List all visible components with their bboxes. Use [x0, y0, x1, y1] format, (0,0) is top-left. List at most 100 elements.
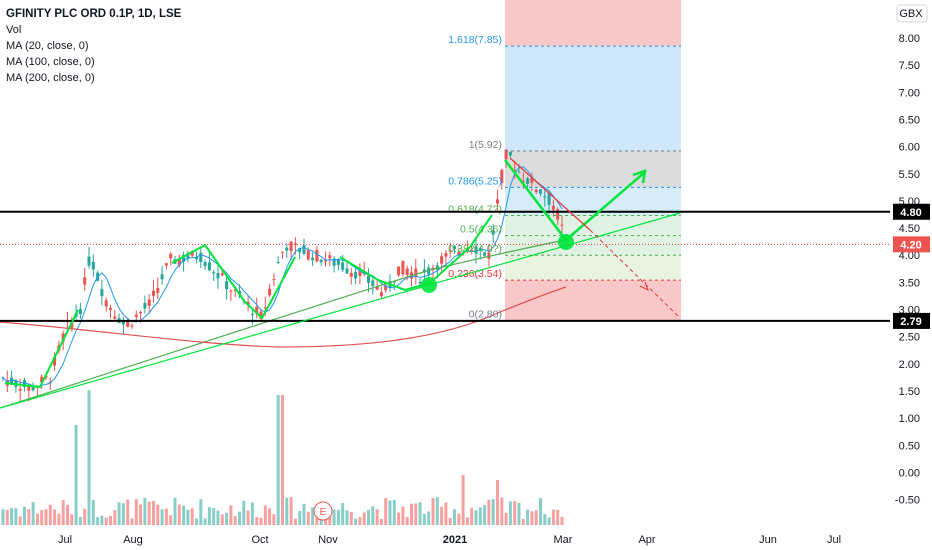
- volume-bar: [345, 510, 349, 525]
- volume-bar: [392, 499, 396, 525]
- y-tick-label: 6.50: [899, 114, 920, 126]
- y-tick-label: 1.00: [899, 413, 920, 425]
- volume-bar: [164, 508, 168, 525]
- volume-bar: [517, 502, 521, 525]
- candle-body: [113, 316, 117, 319]
- candle-body: [311, 257, 315, 261]
- volume-bar: [126, 499, 130, 525]
- volume-bar: [453, 509, 456, 525]
- volume-bar: [496, 480, 499, 525]
- volume-bar: [216, 510, 220, 525]
- volume-bar: [173, 497, 177, 525]
- candle-body: [139, 311, 143, 314]
- volume-bar: [78, 517, 82, 525]
- candle-body: [302, 245, 306, 254]
- volume-bar: [418, 502, 422, 525]
- drawings: E: [0, 157, 890, 521]
- volume-bar: [195, 518, 198, 525]
- candle-body: [414, 268, 418, 278]
- x-tick-label: Jul: [827, 534, 841, 546]
- volume-bar: [551, 509, 555, 525]
- volume-bar: [134, 499, 138, 525]
- candle-body: [169, 253, 173, 259]
- price-label-box: [893, 312, 930, 329]
- volume-bar: [315, 515, 319, 525]
- volume-bar: [27, 509, 31, 525]
- y-tick-label: 2.50: [899, 332, 920, 344]
- volume-bar: [74, 425, 78, 525]
- y-tick-label: 2.00: [899, 359, 920, 371]
- volume-bar: [242, 500, 246, 525]
- candle-body: [212, 272, 216, 274]
- volume-bar: [302, 504, 306, 525]
- volume-bar: [362, 512, 366, 525]
- candle-body: [349, 272, 353, 277]
- volume-bar: [375, 509, 379, 525]
- candle-body: [130, 325, 134, 327]
- volume-bar: [23, 506, 26, 525]
- volume-bar: [160, 509, 164, 525]
- legend-vol: Vol: [6, 24, 22, 36]
- x-tick-label: Apr: [638, 534, 655, 546]
- earnings-marker: [313, 501, 333, 521]
- volume-bar: [61, 500, 65, 525]
- volume-bar: [199, 499, 203, 525]
- candle-body: [478, 248, 482, 250]
- candle-body: [397, 266, 401, 276]
- volume-bar: [504, 512, 508, 525]
- volume-bar: [35, 513, 39, 525]
- volume-bar: [534, 510, 538, 525]
- ma200-line: [0, 286, 567, 348]
- candle-body: [276, 261, 280, 263]
- volume-bar: [379, 518, 383, 525]
- volume-bar: [117, 502, 121, 525]
- volume-bar: [358, 517, 362, 525]
- candle-body: [371, 280, 375, 286]
- candle-body: [143, 302, 147, 309]
- volume-bar: [547, 517, 551, 525]
- candle-body: [336, 259, 340, 265]
- downtrend-arrowhead: [639, 281, 649, 292]
- volume-bar: [306, 511, 310, 525]
- volume-bar: [207, 507, 211, 525]
- candle-body: [324, 260, 327, 262]
- y-tick-label: 7.00: [899, 87, 920, 99]
- x-tick-label: Nov: [318, 534, 338, 546]
- y-axis-background: [890, 0, 932, 550]
- fib-level-label: 1(5.92): [469, 139, 502, 151]
- downtrend-line: [509, 157, 591, 231]
- earnings-marker-label: E: [320, 507, 327, 518]
- candle-body: [401, 260, 405, 275]
- candle-body: [289, 241, 293, 252]
- candle-body: [500, 169, 504, 183]
- candle-body: [199, 252, 203, 263]
- candle-body: [190, 251, 194, 256]
- legend-ma100: MA (100, close, 0): [6, 56, 95, 68]
- candle-body: [91, 261, 95, 270]
- candle-body: [315, 249, 319, 262]
- volume-bar: [238, 511, 241, 525]
- volume-bar: [483, 504, 487, 525]
- candle-body: [233, 289, 237, 291]
- volume-bar: [276, 395, 280, 525]
- chart-legend: GFINITY PLC ORD 0.1P, 1D, LSE Vol MA (20…: [6, 6, 181, 86]
- volume-bar: [440, 506, 444, 525]
- volume-bar: [474, 510, 478, 525]
- candle-body: [160, 274, 164, 280]
- volume-bars: [1, 390, 564, 525]
- candle-body: [109, 308, 112, 310]
- candle-body: [392, 281, 396, 283]
- candle-body: [435, 265, 439, 270]
- candle-body: [530, 177, 534, 183]
- volume-bar: [281, 395, 284, 525]
- volume-bar: [100, 515, 104, 525]
- volume-bar: [143, 497, 147, 525]
- marker-circle: [421, 277, 437, 293]
- volume-bar: [10, 508, 14, 525]
- volume-bar: [255, 517, 259, 525]
- candle-body: [268, 288, 272, 296]
- volume-bar: [487, 499, 491, 525]
- volume-bar: [491, 499, 495, 525]
- candle-body: [375, 286, 379, 290]
